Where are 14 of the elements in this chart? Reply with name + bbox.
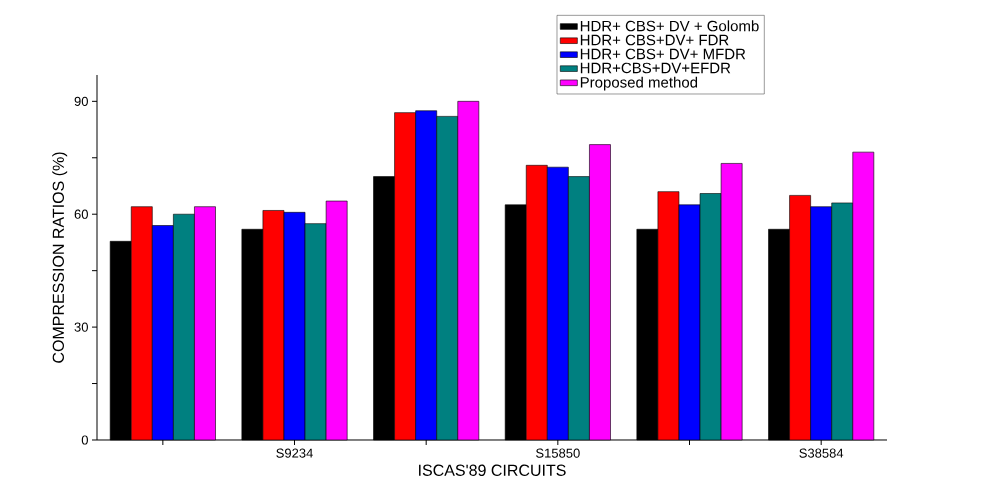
x-tick-label: S15850 bbox=[536, 448, 580, 458]
y-tick-label: 30 bbox=[74, 322, 88, 332]
legend-label: HDR+ CBS+ DV + Golomb bbox=[580, 20, 759, 32]
x-tick-label: S38584 bbox=[799, 448, 844, 458]
y-tick-label: 0 bbox=[81, 435, 88, 445]
y-axis-title: COMPRESSION RATIOS (%) bbox=[52, 152, 68, 363]
y-tick-label: 90 bbox=[74, 96, 88, 106]
y-tick-label: 60 bbox=[74, 209, 88, 219]
legend-label: HDR+CBS+DV+EFDR bbox=[580, 62, 731, 74]
legend-label: HDR+ CBS+ DV+ MFDR bbox=[580, 48, 746, 60]
x-axis-title: ISCAS'89 CIRCUITS bbox=[419, 464, 566, 476]
x-tick-label: S9234 bbox=[276, 448, 313, 458]
legend-label: HDR+ CBS+DV+ FDR bbox=[580, 34, 729, 46]
legend-label: Proposed method bbox=[580, 76, 698, 91]
